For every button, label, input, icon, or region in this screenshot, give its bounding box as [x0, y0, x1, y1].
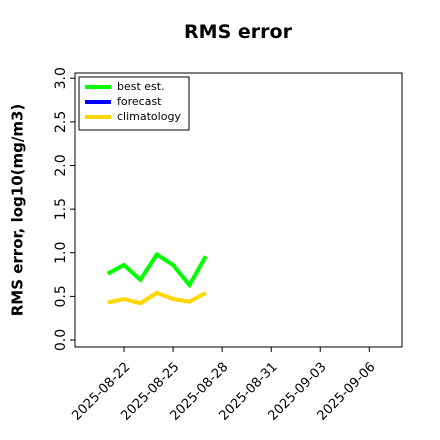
chart-title: RMS error [184, 21, 293, 43]
y-tick-label: 2.5 [53, 111, 69, 133]
y-tick-label: 1.5 [53, 198, 69, 220]
y-axis-label: RMS error, log10(mg/m3) [9, 104, 27, 317]
y-tick-label: 0.0 [53, 329, 69, 351]
legend-label: climatology [117, 110, 181, 123]
y-tick-label: 0.5 [53, 285, 69, 307]
series-line [107, 290, 207, 306]
legend-label: forecast [117, 95, 162, 108]
legend-label: best est. [117, 80, 165, 93]
plot-frame [74, 72, 403, 348]
y-tick-label: 3.0 [53, 67, 69, 89]
y-tick-label: 1.0 [53, 242, 69, 264]
series-line [106, 251, 208, 289]
y-tick-label: 2.0 [53, 154, 69, 176]
